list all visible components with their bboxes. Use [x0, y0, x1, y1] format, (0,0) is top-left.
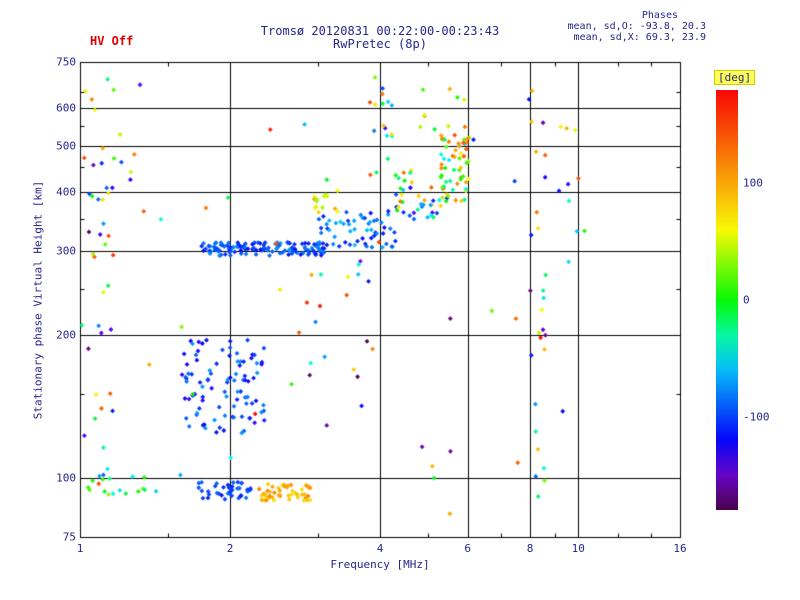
ytick-label: 500: [56, 139, 76, 153]
ytick-label: 300: [56, 244, 76, 258]
colorbar-tick-label: 100: [743, 176, 763, 190]
ytick-label: 75: [62, 530, 76, 544]
colorbar-tick-label: 0: [743, 293, 750, 307]
plot-subtitle: RwPretec (8p): [333, 37, 427, 51]
y-axis-label: Stationary phase Virtual Height [km]: [31, 180, 45, 420]
phase-stats-o-line: mean, sd,O: -93.8, 20.3: [567, 21, 706, 32]
colorbar: [716, 90, 738, 510]
xtick-label: 16: [673, 542, 687, 555]
ytick-label: 400: [56, 185, 76, 199]
ytick-label: 100: [56, 471, 76, 485]
xtick-label: 2: [226, 542, 234, 555]
plot-title: Tromsø 20120831 00:22:00-00:23:43: [260, 24, 500, 38]
colorbar-unit-label: [deg]: [714, 70, 756, 85]
phase-stats-x-line: mean, sd,X: 69.3, 23.9: [573, 32, 706, 43]
ytick-label: 600: [56, 101, 76, 115]
xtick-label: 6: [464, 542, 472, 555]
ytick-label: 750: [56, 55, 76, 69]
phase-stats-title: Phases: [641, 10, 678, 21]
x-axis-label: Frequency [MHz]: [330, 558, 430, 571]
hv-status-label: HV Off: [90, 34, 134, 48]
colorbar-tick-label: -100: [743, 410, 770, 424]
xtick-label: 8: [526, 542, 534, 555]
xtick-label: 4: [376, 542, 384, 555]
xtick-label: 10: [571, 542, 585, 555]
ytick-label: 200: [56, 328, 76, 342]
phase-stats: Phases mean, sd,O: -93.8, 20.3 mean, sd,…: [568, 10, 706, 43]
xtick-label: 1: [76, 542, 84, 555]
